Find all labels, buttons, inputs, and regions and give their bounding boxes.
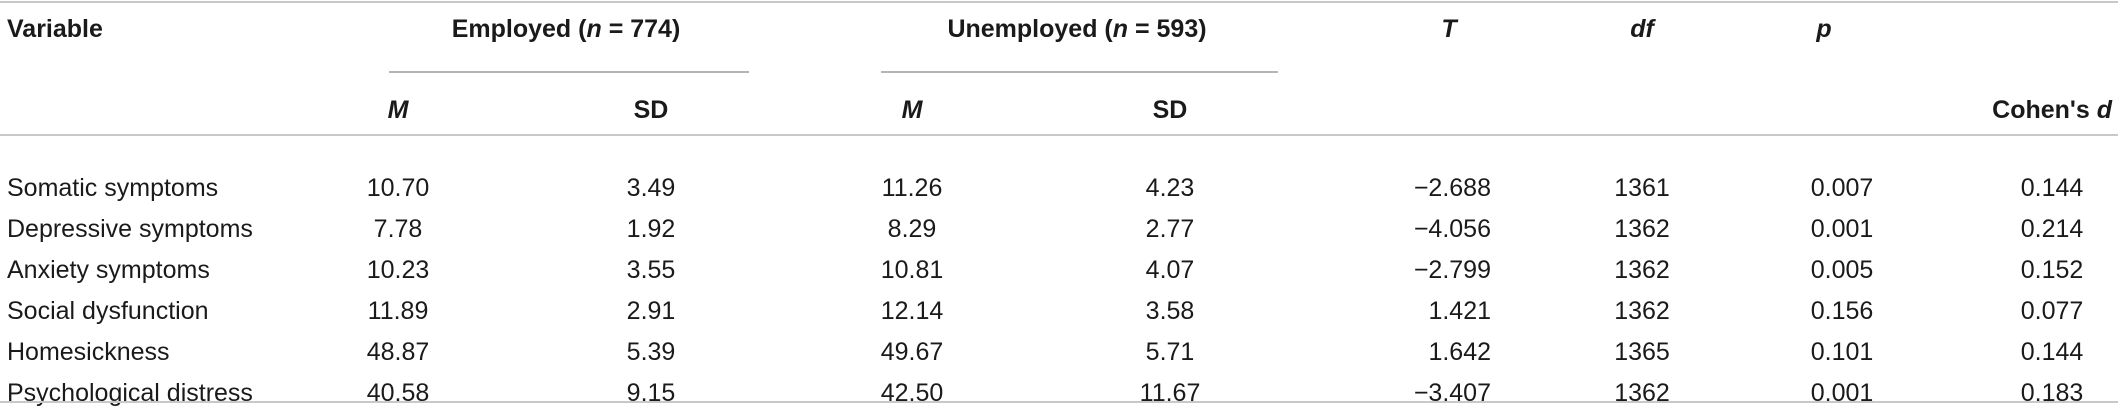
row-cohens-d: 0.144 xyxy=(2020,174,2084,202)
header-t: T xyxy=(1441,15,1457,43)
row-t: −2.799 xyxy=(1413,256,1491,284)
header-employed-label: Employed ( xyxy=(451,15,587,43)
row-variable: Somatic symptoms xyxy=(7,174,219,202)
row-t: 1.642 xyxy=(1428,338,1491,366)
row-unemployed-m: 11.26 xyxy=(881,174,943,202)
row-unemployed-sd: 11.67 xyxy=(1139,379,1201,407)
row-p: 0.156 xyxy=(1810,297,1874,325)
header-unemployed-m: M xyxy=(901,96,923,124)
row-cohens-d: 0.152 xyxy=(2020,256,2084,284)
row-cohens-d: 0.077 xyxy=(2020,297,2084,325)
row-p: 0.101 xyxy=(1810,338,1874,366)
header-cohens-d-symbol: d xyxy=(2096,96,2112,124)
row-unemployed-sd: 2.77 xyxy=(1145,215,1195,243)
row-t: −4.056 xyxy=(1413,215,1491,243)
row-variable: Psychological distress xyxy=(7,379,253,407)
row-unemployed-sd: 4.23 xyxy=(1145,174,1195,202)
row-employed-sd: 3.49 xyxy=(626,174,676,202)
row-p: 0.005 xyxy=(1810,256,1874,284)
row-employed-m: 48.87 xyxy=(366,338,430,366)
header-employed-m: M xyxy=(387,96,409,124)
header-employed: Employed (n = 774) xyxy=(452,14,681,44)
row-variable: Homesickness xyxy=(7,338,170,366)
header-df: df xyxy=(1630,15,1654,43)
row-cohens-d: 0.214 xyxy=(2020,215,2084,243)
header-variable: Variable xyxy=(7,15,103,43)
row-df: 1362 xyxy=(1614,379,1670,407)
row-df: 1361 xyxy=(1614,174,1670,202)
row-employed-sd: 1.92 xyxy=(626,215,676,243)
row-df: 1362 xyxy=(1614,256,1670,284)
row-t: −2.688 xyxy=(1413,174,1491,202)
employed-subrule xyxy=(389,71,749,73)
header-employed-sd: SD xyxy=(633,96,669,124)
table-bottom-rule xyxy=(0,401,2118,403)
row-unemployed-m: 10.81 xyxy=(880,256,944,284)
row-variable: Depressive symptoms xyxy=(7,215,253,243)
row-df: 1362 xyxy=(1614,215,1670,243)
row-employed-sd: 2.91 xyxy=(626,297,676,325)
row-unemployed-sd: 5.71 xyxy=(1145,338,1195,366)
header-unemployed-count: = 593) xyxy=(1128,15,1207,43)
row-unemployed-sd: 3.58 xyxy=(1145,297,1195,325)
row-unemployed-m: 8.29 xyxy=(887,215,937,243)
header-unemployed-n: n xyxy=(1112,15,1129,43)
row-p: 0.001 xyxy=(1810,215,1874,243)
row-unemployed-m: 12.14 xyxy=(880,297,944,325)
row-t: 1.421 xyxy=(1428,297,1491,325)
row-unemployed-sd: 4.07 xyxy=(1145,256,1195,284)
header-employed-n: n xyxy=(586,15,602,43)
header-p: p xyxy=(1816,15,1832,43)
row-employed-m: 10.23 xyxy=(366,256,430,284)
row-employed-m: 40.58 xyxy=(366,379,430,407)
row-employed-m: 11.89 xyxy=(367,297,429,325)
row-df: 1365 xyxy=(1614,338,1670,366)
header-employed-count: = 774) xyxy=(601,15,681,43)
unemployed-subrule xyxy=(881,71,1278,73)
row-employed-sd: 3.55 xyxy=(626,256,676,284)
row-cohens-d: 0.144 xyxy=(2020,338,2084,366)
header-unemployed-sd: SD xyxy=(1152,96,1188,124)
table-top-rule xyxy=(0,1,2118,3)
row-employed-sd: 9.15 xyxy=(626,379,676,407)
row-variable: Anxiety symptoms xyxy=(7,256,210,284)
row-cohens-d: 0.183 xyxy=(2020,379,2084,407)
row-t: −3.407 xyxy=(1413,379,1491,407)
header-cohens-d: Cohen's d xyxy=(1992,95,2112,125)
row-employed-sd: 5.39 xyxy=(626,338,676,366)
header-unemployed-label: Unemployed ( xyxy=(947,15,1113,43)
row-unemployed-m: 42.50 xyxy=(880,379,944,407)
row-employed-m: 10.70 xyxy=(366,174,430,202)
table-header-rule xyxy=(0,134,2118,136)
header-cohens-prefix: Cohen's xyxy=(1992,96,2097,124)
row-df: 1362 xyxy=(1614,297,1670,325)
row-employed-m: 7.78 xyxy=(373,215,423,243)
row-p: 0.001 xyxy=(1810,379,1874,407)
header-unemployed: Unemployed (n = 593) xyxy=(947,14,1206,44)
row-variable: Social dysfunction xyxy=(7,297,209,325)
row-p: 0.007 xyxy=(1810,174,1874,202)
row-unemployed-m: 49.67 xyxy=(880,338,944,366)
